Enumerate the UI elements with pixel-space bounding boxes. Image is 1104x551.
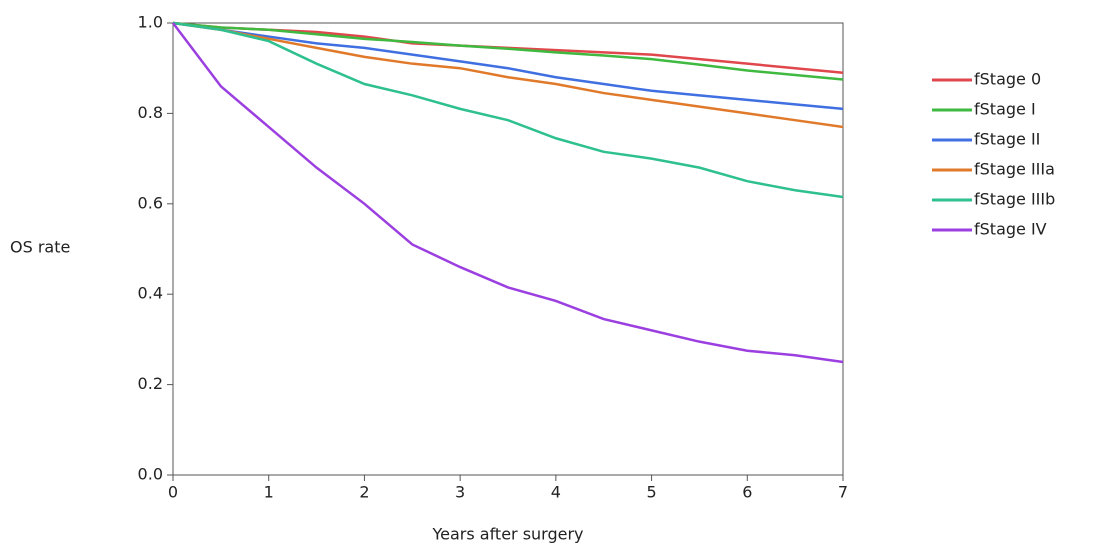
x-tick-label: 4 (551, 483, 561, 502)
legend-label: fStage IIIa (974, 160, 1055, 179)
series-line (172, 21, 844, 129)
x-axis-label: Years after surgery (431, 525, 583, 544)
y-tick-label: 0.8 (138, 103, 163, 122)
x-tick-label: 3 (455, 483, 465, 502)
legend-label: fStage I (974, 100, 1036, 119)
y-tick-label: 0.2 (138, 374, 163, 393)
legend-label: fStage IV (974, 220, 1047, 239)
series-line (172, 21, 844, 199)
x-tick-label: 7 (838, 483, 848, 502)
legend-label: fStage 0 (974, 70, 1041, 89)
y-tick-label: 0.0 (138, 465, 163, 484)
y-tick-label: 0.4 (138, 284, 163, 303)
y-axis-label: OS rate (10, 238, 70, 257)
series-line (172, 21, 844, 111)
plot-frame (172, 22, 844, 476)
x-tick-label: 5 (646, 483, 656, 502)
legend-label: fStage IIIb (974, 190, 1055, 209)
x-tick-label: 2 (359, 483, 369, 502)
legend-label: fStage II (974, 130, 1040, 149)
x-tick-label: 1 (264, 483, 274, 502)
y-tick-label: 0.6 (138, 193, 163, 212)
y-tick-label: 1.0 (138, 13, 163, 32)
series-line (172, 21, 844, 81)
x-tick-label: 0 (168, 483, 178, 502)
series-line (172, 22, 844, 364)
x-tick-label: 6 (742, 483, 752, 502)
